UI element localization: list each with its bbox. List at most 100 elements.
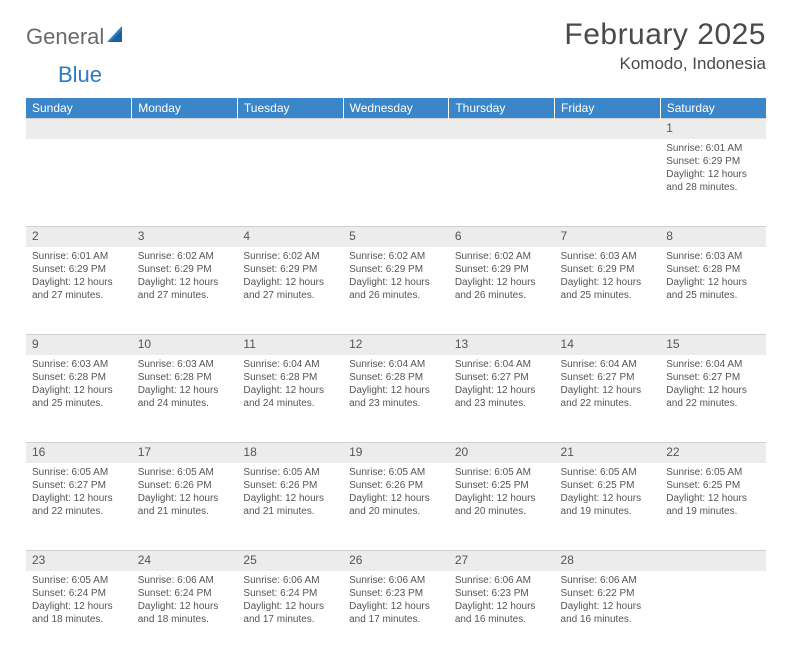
- daylight-line: Daylight: 12 hours and 23 minutes.: [455, 384, 549, 410]
- daylight-line: Daylight: 12 hours and 27 minutes.: [32, 276, 126, 302]
- sunrise-line: Sunrise: 6:04 AM: [349, 358, 443, 371]
- daylight-line: Daylight: 12 hours and 27 minutes.: [138, 276, 232, 302]
- day-number-cell: 26: [343, 551, 449, 571]
- day-cell: Sunrise: 6:02 AMSunset: 6:29 PMDaylight:…: [449, 247, 555, 335]
- day-number-cell: 21: [555, 443, 661, 463]
- day-number-cell: 5: [343, 227, 449, 247]
- sunset-line: Sunset: 6:29 PM: [666, 155, 760, 168]
- sunset-line: Sunset: 6:26 PM: [138, 479, 232, 492]
- sunrise-line: Sunrise: 6:03 AM: [32, 358, 126, 371]
- sunset-line: Sunset: 6:26 PM: [243, 479, 337, 492]
- calendar-page: General February 2025 Komodo, Indonesia …: [0, 0, 792, 669]
- sunrise-line: Sunrise: 6:01 AM: [32, 250, 126, 263]
- day-number-cell: 13: [449, 335, 555, 355]
- day-cell: Sunrise: 6:05 AMSunset: 6:26 PMDaylight:…: [343, 463, 449, 551]
- sunrise-line: Sunrise: 6:05 AM: [32, 574, 126, 587]
- day-number-cell: 12: [343, 335, 449, 355]
- day-cell: Sunrise: 6:05 AMSunset: 6:26 PMDaylight:…: [132, 463, 238, 551]
- day-cell: [449, 139, 555, 227]
- logo: General: [26, 18, 131, 50]
- daylight-line: Daylight: 12 hours and 22 minutes.: [561, 384, 655, 410]
- day-number-cell: 7: [555, 227, 661, 247]
- daylight-line: Daylight: 12 hours and 25 minutes.: [32, 384, 126, 410]
- day-cell: [343, 139, 449, 227]
- day-number-cell: [132, 119, 238, 139]
- calendar-header-row: SundayMondayTuesdayWednesdayThursdayFrid…: [26, 98, 766, 119]
- sunrise-line: Sunrise: 6:02 AM: [349, 250, 443, 263]
- daylight-line: Daylight: 12 hours and 26 minutes.: [455, 276, 549, 302]
- daylight-line: Daylight: 12 hours and 19 minutes.: [561, 492, 655, 518]
- sunrise-line: Sunrise: 6:05 AM: [561, 466, 655, 479]
- sunset-line: Sunset: 6:28 PM: [138, 371, 232, 384]
- daylight-line: Daylight: 12 hours and 22 minutes.: [666, 384, 760, 410]
- daylight-line: Daylight: 12 hours and 25 minutes.: [561, 276, 655, 302]
- sunset-line: Sunset: 6:29 PM: [138, 263, 232, 276]
- day-number-cell: 18: [237, 443, 343, 463]
- day-number-cell: 22: [660, 443, 766, 463]
- sunset-line: Sunset: 6:25 PM: [561, 479, 655, 492]
- sunset-line: Sunset: 6:24 PM: [138, 587, 232, 600]
- logo-sail-icon: [107, 26, 127, 49]
- sunrise-line: Sunrise: 6:04 AM: [455, 358, 549, 371]
- day-cell: Sunrise: 6:02 AMSunset: 6:29 PMDaylight:…: [132, 247, 238, 335]
- sunrise-line: Sunrise: 6:05 AM: [349, 466, 443, 479]
- daylight-line: Daylight: 12 hours and 16 minutes.: [561, 600, 655, 626]
- day-body-row: Sunrise: 6:01 AMSunset: 6:29 PMDaylight:…: [26, 139, 766, 227]
- daylight-line: Daylight: 12 hours and 17 minutes.: [243, 600, 337, 626]
- sunrise-line: Sunrise: 6:05 AM: [666, 466, 760, 479]
- day-cell: Sunrise: 6:01 AMSunset: 6:29 PMDaylight:…: [660, 139, 766, 227]
- sunset-line: Sunset: 6:27 PM: [666, 371, 760, 384]
- daylight-line: Daylight: 12 hours and 18 minutes.: [138, 600, 232, 626]
- day-cell: [26, 139, 132, 227]
- day-number-cell: 9: [26, 335, 132, 355]
- sunrise-line: Sunrise: 6:06 AM: [349, 574, 443, 587]
- day-cell: Sunrise: 6:03 AMSunset: 6:29 PMDaylight:…: [555, 247, 661, 335]
- day-number-cell: [343, 119, 449, 139]
- day-cell: Sunrise: 6:04 AMSunset: 6:28 PMDaylight:…: [237, 355, 343, 443]
- daylight-line: Daylight: 12 hours and 28 minutes.: [666, 168, 760, 194]
- sunset-line: Sunset: 6:27 PM: [32, 479, 126, 492]
- sunrise-line: Sunrise: 6:04 AM: [243, 358, 337, 371]
- day-number-cell: 8: [660, 227, 766, 247]
- title-block: February 2025 Komodo, Indonesia: [564, 18, 766, 74]
- day-number-cell: [660, 551, 766, 571]
- daynum-row: 1: [26, 119, 766, 139]
- logo-text-blue: Blue: [58, 62, 102, 87]
- daylight-line: Daylight: 12 hours and 24 minutes.: [243, 384, 337, 410]
- sunset-line: Sunset: 6:28 PM: [666, 263, 760, 276]
- day-cell: [132, 139, 238, 227]
- sunrise-line: Sunrise: 6:05 AM: [32, 466, 126, 479]
- day-number-cell: [555, 119, 661, 139]
- sunrise-line: Sunrise: 6:05 AM: [243, 466, 337, 479]
- day-cell: Sunrise: 6:06 AMSunset: 6:24 PMDaylight:…: [237, 571, 343, 659]
- day-cell: Sunrise: 6:05 AMSunset: 6:25 PMDaylight:…: [660, 463, 766, 551]
- day-number-cell: 23: [26, 551, 132, 571]
- day-number-cell: 28: [555, 551, 661, 571]
- day-number-cell: 24: [132, 551, 238, 571]
- sunset-line: Sunset: 6:29 PM: [243, 263, 337, 276]
- sunset-line: Sunset: 6:28 PM: [32, 371, 126, 384]
- day-cell: Sunrise: 6:04 AMSunset: 6:27 PMDaylight:…: [449, 355, 555, 443]
- day-cell: Sunrise: 6:01 AMSunset: 6:29 PMDaylight:…: [26, 247, 132, 335]
- sunset-line: Sunset: 6:27 PM: [561, 371, 655, 384]
- day-cell: Sunrise: 6:04 AMSunset: 6:27 PMDaylight:…: [660, 355, 766, 443]
- sunset-line: Sunset: 6:29 PM: [455, 263, 549, 276]
- daylight-line: Daylight: 12 hours and 25 minutes.: [666, 276, 760, 302]
- weekday-header: Thursday: [449, 98, 555, 119]
- day-body-row: Sunrise: 6:03 AMSunset: 6:28 PMDaylight:…: [26, 355, 766, 443]
- day-cell: [555, 139, 661, 227]
- day-number-cell: 2: [26, 227, 132, 247]
- sunset-line: Sunset: 6:23 PM: [455, 587, 549, 600]
- daylight-line: Daylight: 12 hours and 27 minutes.: [243, 276, 337, 302]
- day-number-cell: 10: [132, 335, 238, 355]
- weekday-header: Tuesday: [237, 98, 343, 119]
- sunrise-line: Sunrise: 6:02 AM: [138, 250, 232, 263]
- daylight-line: Daylight: 12 hours and 19 minutes.: [666, 492, 760, 518]
- weekday-header: Wednesday: [343, 98, 449, 119]
- day-cell: Sunrise: 6:05 AMSunset: 6:25 PMDaylight:…: [555, 463, 661, 551]
- day-number-cell: 27: [449, 551, 555, 571]
- calendar-table: SundayMondayTuesdayWednesdayThursdayFrid…: [26, 98, 766, 659]
- day-cell: Sunrise: 6:05 AMSunset: 6:26 PMDaylight:…: [237, 463, 343, 551]
- daynum-row: 2345678: [26, 227, 766, 247]
- day-cell: Sunrise: 6:05 AMSunset: 6:25 PMDaylight:…: [449, 463, 555, 551]
